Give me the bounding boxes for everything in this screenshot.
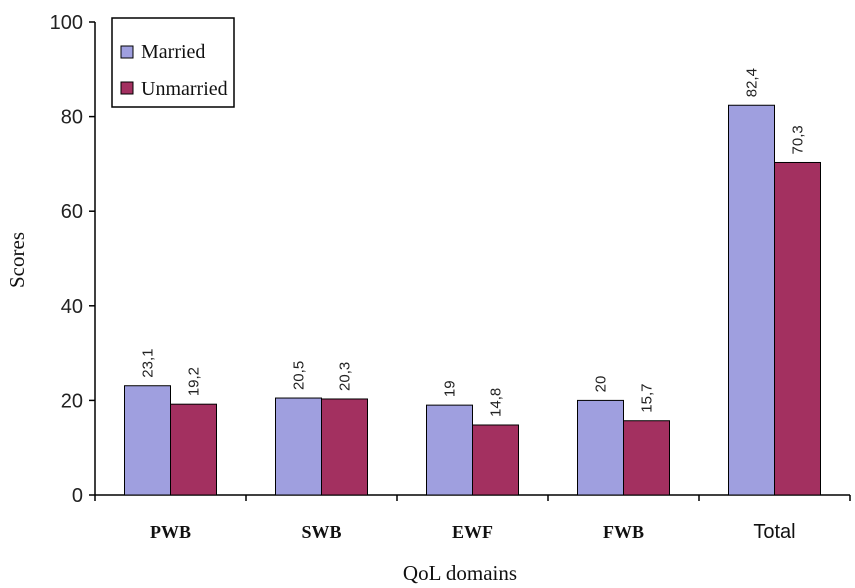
data-label: 15,7 [639, 384, 656, 413]
legend-swatch-married [120, 45, 134, 59]
chart-legend: Married Unmarried [111, 17, 235, 108]
bar-unmarried [472, 424, 519, 496]
bar-married [728, 104, 775, 496]
bar-married [124, 385, 171, 496]
x-tick-label: Total [753, 521, 795, 543]
data-label: 20,5 [291, 361, 308, 390]
x-tick-label: FWB [603, 522, 644, 542]
chart-axes: 0 20 40 60 80 100 PWB SWB EWF FWB Total [50, 12, 851, 543]
bar-unmarried [170, 403, 217, 496]
data-label: 82,4 [744, 68, 761, 97]
bar-unmarried [321, 398, 368, 496]
data-label: 19 [442, 380, 459, 397]
y-tick-label: 40 [61, 296, 83, 318]
x-tick-label: EWF [452, 522, 493, 542]
x-tick-label: PWB [150, 522, 191, 542]
data-label: 14,8 [488, 388, 505, 417]
bar-married [275, 397, 322, 496]
y-tick-label: 20 [61, 390, 83, 412]
x-axis-label: QoL domains [403, 561, 517, 585]
y-tick-label: 100 [50, 12, 83, 34]
x-tick-label: SWB [301, 522, 341, 542]
bar-unmarried [623, 420, 670, 496]
y-tick-label: 80 [61, 107, 83, 129]
data-label: 23,1 [140, 349, 157, 378]
data-label: 20,3 [337, 362, 354, 391]
y-tick-label: 0 [72, 485, 83, 507]
y-tick-label: 60 [61, 201, 83, 223]
legend-label-unmarried: Unmarried [141, 78, 228, 100]
bar-married [577, 399, 624, 496]
legend-swatch-unmarried [120, 81, 134, 95]
bar-unmarried [774, 161, 821, 496]
legend-label-married: Married [141, 41, 205, 63]
y-axis-label: Scores [5, 232, 29, 288]
chart-bars: 23,1 19,2 20,5 20,3 19 14,8 20 15,7 82,4 70,3 [124, 68, 821, 496]
bar-married [426, 404, 473, 496]
data-label: 19,2 [186, 367, 203, 396]
data-label: 70,3 [790, 125, 807, 154]
data-label: 20 [593, 376, 610, 393]
